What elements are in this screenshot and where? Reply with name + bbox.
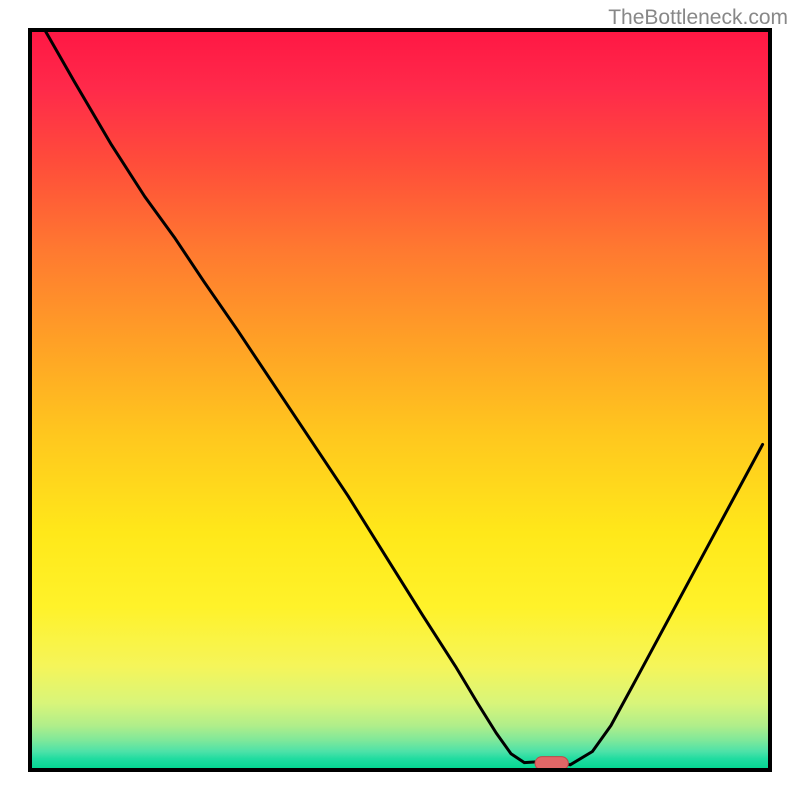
watermark-text: TheBottleneck.com bbox=[608, 6, 788, 30]
chart-background bbox=[30, 30, 770, 770]
chart-container: TheBottleneck.com bbox=[0, 0, 800, 800]
bottleneck-chart bbox=[0, 0, 800, 800]
